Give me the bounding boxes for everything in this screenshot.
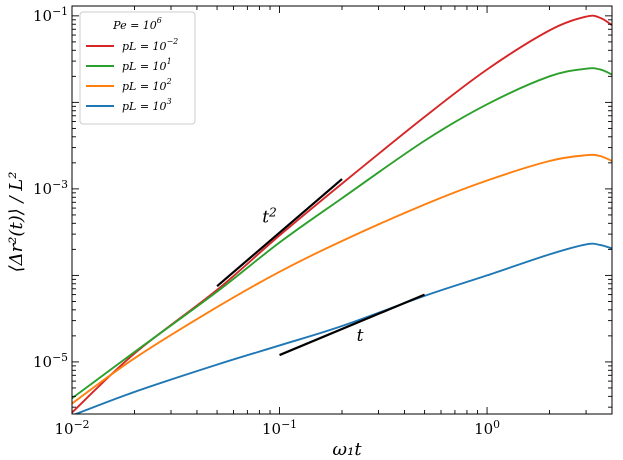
legend-title: Pe = 106	[112, 16, 162, 32]
y-tick-label-1: 10−5	[33, 351, 68, 371]
slope-line-1	[216, 178, 343, 288]
legend-entry-4-exp: 3	[167, 97, 172, 106]
x-tick-label-3-exp: 0	[493, 418, 500, 431]
legend-entry-2-base: pL = 10	[122, 60, 167, 73]
y-tick-label-3-exp: −1	[52, 5, 68, 18]
x-tick-label-1-base: 10	[54, 420, 73, 438]
legend-entry-3-exp: 2	[166, 77, 172, 86]
legend-entry-1: pL = 10−2	[122, 37, 178, 53]
legend-entry-4-base: pL = 10	[122, 100, 167, 113]
y-tick-label-1-exp: −5	[52, 351, 68, 364]
y-axis-label: ⟨Δr²(t)⟩ / L²	[6, 172, 27, 273]
legend-entry-2-exp: 1	[167, 57, 172, 66]
y-tick-label-2-exp: −3	[52, 178, 68, 191]
legend-entry-3-base: pL = 10	[122, 80, 167, 93]
x-tick-label-3-base: 10	[474, 420, 493, 438]
legend-entry-2: pL = 101	[122, 57, 172, 73]
series-line-3	[72, 153, 612, 405]
slope-label-2: t	[357, 326, 364, 346]
slope-line-2	[279, 293, 426, 357]
x-tick-label-1: 10−2	[54, 418, 89, 438]
x-tick-label-2-exp: −1	[281, 418, 297, 431]
y-tick-label-2-base: 10	[33, 180, 52, 198]
y-tick-label-3-base: 10	[33, 7, 52, 25]
plot-layer	[72, 14, 612, 414]
y-tick-label-1-base: 10	[33, 353, 52, 371]
x-axis-label: ω₁t	[332, 439, 362, 460]
x-tick-label-2: 10−1	[262, 418, 297, 438]
y-tick-label-2: 10−3	[33, 178, 68, 198]
legend-entry-3: pL = 102	[122, 77, 172, 93]
annotation-layer: t2t	[216, 178, 426, 357]
slope-label-1-base: t	[262, 208, 269, 228]
legend-entry-1-exp: −2	[167, 37, 179, 46]
x-tick-label-2-base: 10	[262, 420, 281, 438]
legend-box	[79, 11, 196, 125]
legend-title-base: Pe = 10	[112, 19, 157, 32]
y-tick-label-3: 10−1	[33, 5, 68, 25]
legend-entry-1-base: pL = 10	[122, 40, 167, 53]
x-tick-label-3: 100	[474, 418, 500, 438]
slope-label-1-exp: 2	[268, 206, 277, 220]
x-tick-label-1-exp: −2	[74, 418, 90, 431]
series-line-2	[72, 67, 612, 400]
slope-label-1: t2	[262, 206, 277, 228]
legend-entry-4: pL = 103	[122, 97, 172, 113]
legend-title-exp: 6	[157, 16, 162, 25]
slope-label-2-base: t	[357, 326, 364, 346]
